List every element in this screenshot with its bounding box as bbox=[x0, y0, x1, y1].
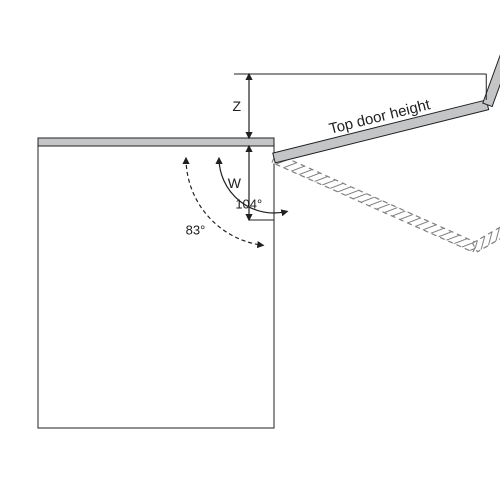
angle-label-dashed: 83° bbox=[186, 223, 206, 238]
dim-w-label: W bbox=[228, 175, 242, 191]
cabinet-top bbox=[38, 138, 274, 146]
bottom-door-dashed bbox=[472, 216, 500, 252]
bottom-door-solid bbox=[483, 51, 500, 106]
angle-label-solid: 104° bbox=[235, 196, 262, 211]
top-door-dashed bbox=[272, 153, 477, 252]
dim-z-label: Z bbox=[232, 98, 241, 114]
